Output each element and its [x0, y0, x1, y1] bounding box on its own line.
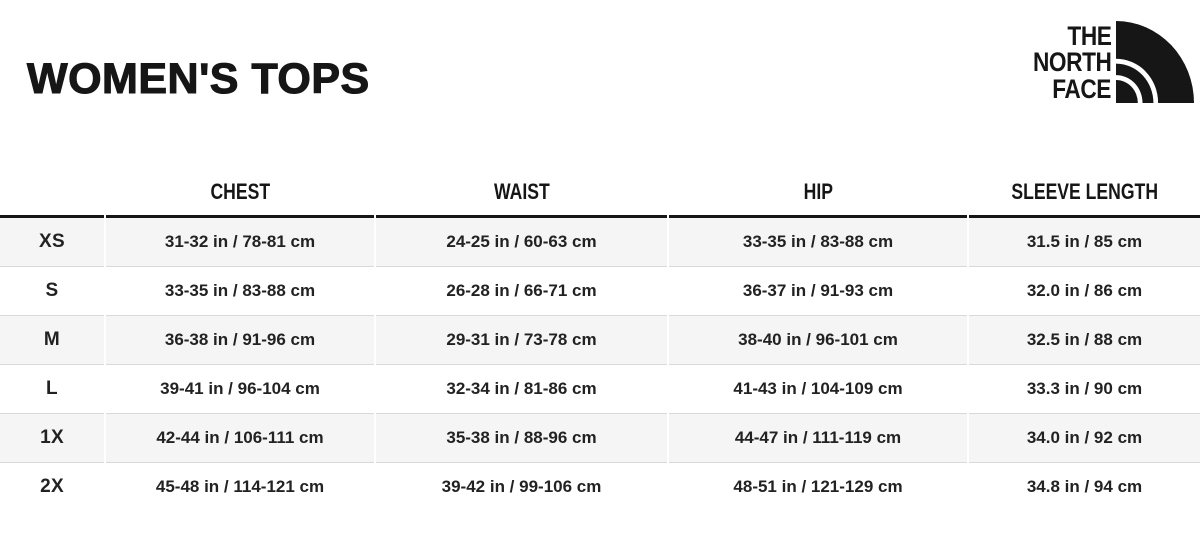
hip-value: 38-40 in / 96-101 cm — [669, 316, 967, 365]
waist-value: 35-38 in / 88-96 cm — [376, 414, 667, 463]
size-table-header-row: CHEST WAIST HIP SLEEVE LENGTH — [0, 160, 1200, 218]
waist-value: 24-25 in / 60-63 cm — [376, 218, 667, 267]
size-label: 1X — [0, 414, 104, 463]
size-label: M — [0, 316, 104, 365]
hip-value: 48-51 in / 121-129 cm — [669, 463, 967, 511]
table-row: XS 31-32 in / 78-81 cm 24-25 in / 60-63 … — [0, 218, 1200, 267]
waist-value: 39-42 in / 99-106 cm — [376, 463, 667, 511]
chest-value: 31-32 in / 78-81 cm — [106, 218, 374, 267]
north-face-logo-text: THE NORTH FACE — [1018, 20, 1112, 104]
page-title: WOMEN'S TOPS — [26, 54, 370, 103]
sleeve-value: 32.5 in / 88 cm — [969, 316, 1200, 365]
size-label: XS — [0, 218, 104, 267]
logo-word-the: THE — [1066, 20, 1112, 51]
chest-value: 42-44 in / 106-111 cm — [106, 414, 374, 463]
half-dome-icon — [1116, 21, 1194, 103]
header-chest: CHEST — [106, 160, 374, 218]
hip-value: 44-47 in / 111-119 cm — [669, 414, 967, 463]
chest-value: 33-35 in / 83-88 cm — [106, 267, 374, 316]
table-row: S 33-35 in / 83-88 cm 26-28 in / 66-71 c… — [0, 267, 1200, 316]
table-row: L 39-41 in / 96-104 cm 32-34 in / 81-86 … — [0, 365, 1200, 414]
size-table: CHEST WAIST HIP SLEEVE LENGTH XS 31-32 i… — [0, 160, 1200, 511]
size-label: S — [0, 267, 104, 316]
header-hip: HIP — [669, 160, 967, 218]
hip-value: 41-43 in / 104-109 cm — [669, 365, 967, 414]
chest-value: 45-48 in / 114-121 cm — [106, 463, 374, 511]
sleeve-value: 31.5 in / 85 cm — [969, 218, 1200, 267]
size-label: L — [0, 365, 104, 414]
table-row: 1X 42-44 in / 106-111 cm 35-38 in / 88-9… — [0, 414, 1200, 463]
waist-value: 26-28 in / 66-71 cm — [376, 267, 667, 316]
chest-value: 36-38 in / 91-96 cm — [106, 316, 374, 365]
logo-word-north: NORTH — [1032, 47, 1111, 77]
sleeve-value: 34.0 in / 92 cm — [969, 414, 1200, 463]
header-size-blank — [0, 160, 104, 218]
sleeve-value: 32.0 in / 86 cm — [969, 267, 1200, 316]
sleeve-value: 34.8 in / 94 cm — [969, 463, 1200, 511]
size-table-body: XS 31-32 in / 78-81 cm 24-25 in / 60-63 … — [0, 218, 1200, 511]
table-row: 2X 45-48 in / 114-121 cm 39-42 in / 99-1… — [0, 463, 1200, 511]
header-waist: WAIST — [376, 160, 667, 218]
hip-value: 36-37 in / 91-93 cm — [669, 267, 967, 316]
table-row: M 36-38 in / 91-96 cm 29-31 in / 73-78 c… — [0, 316, 1200, 365]
header-sleeve-length: SLEEVE LENGTH — [969, 160, 1200, 218]
sleeve-value: 33.3 in / 90 cm — [969, 365, 1200, 414]
north-face-logo: THE NORTH FACE — [1018, 20, 1194, 104]
waist-value: 29-31 in / 73-78 cm — [376, 316, 667, 365]
chest-value: 39-41 in / 96-104 cm — [106, 365, 374, 414]
page-header: WOMEN'S TOPS THE NORTH FACE — [0, 0, 1200, 150]
hip-value: 33-35 in / 83-88 cm — [669, 218, 967, 267]
logo-word-face: FACE — [1052, 73, 1111, 104]
waist-value: 32-34 in / 81-86 cm — [376, 365, 667, 414]
size-label: 2X — [0, 463, 104, 511]
